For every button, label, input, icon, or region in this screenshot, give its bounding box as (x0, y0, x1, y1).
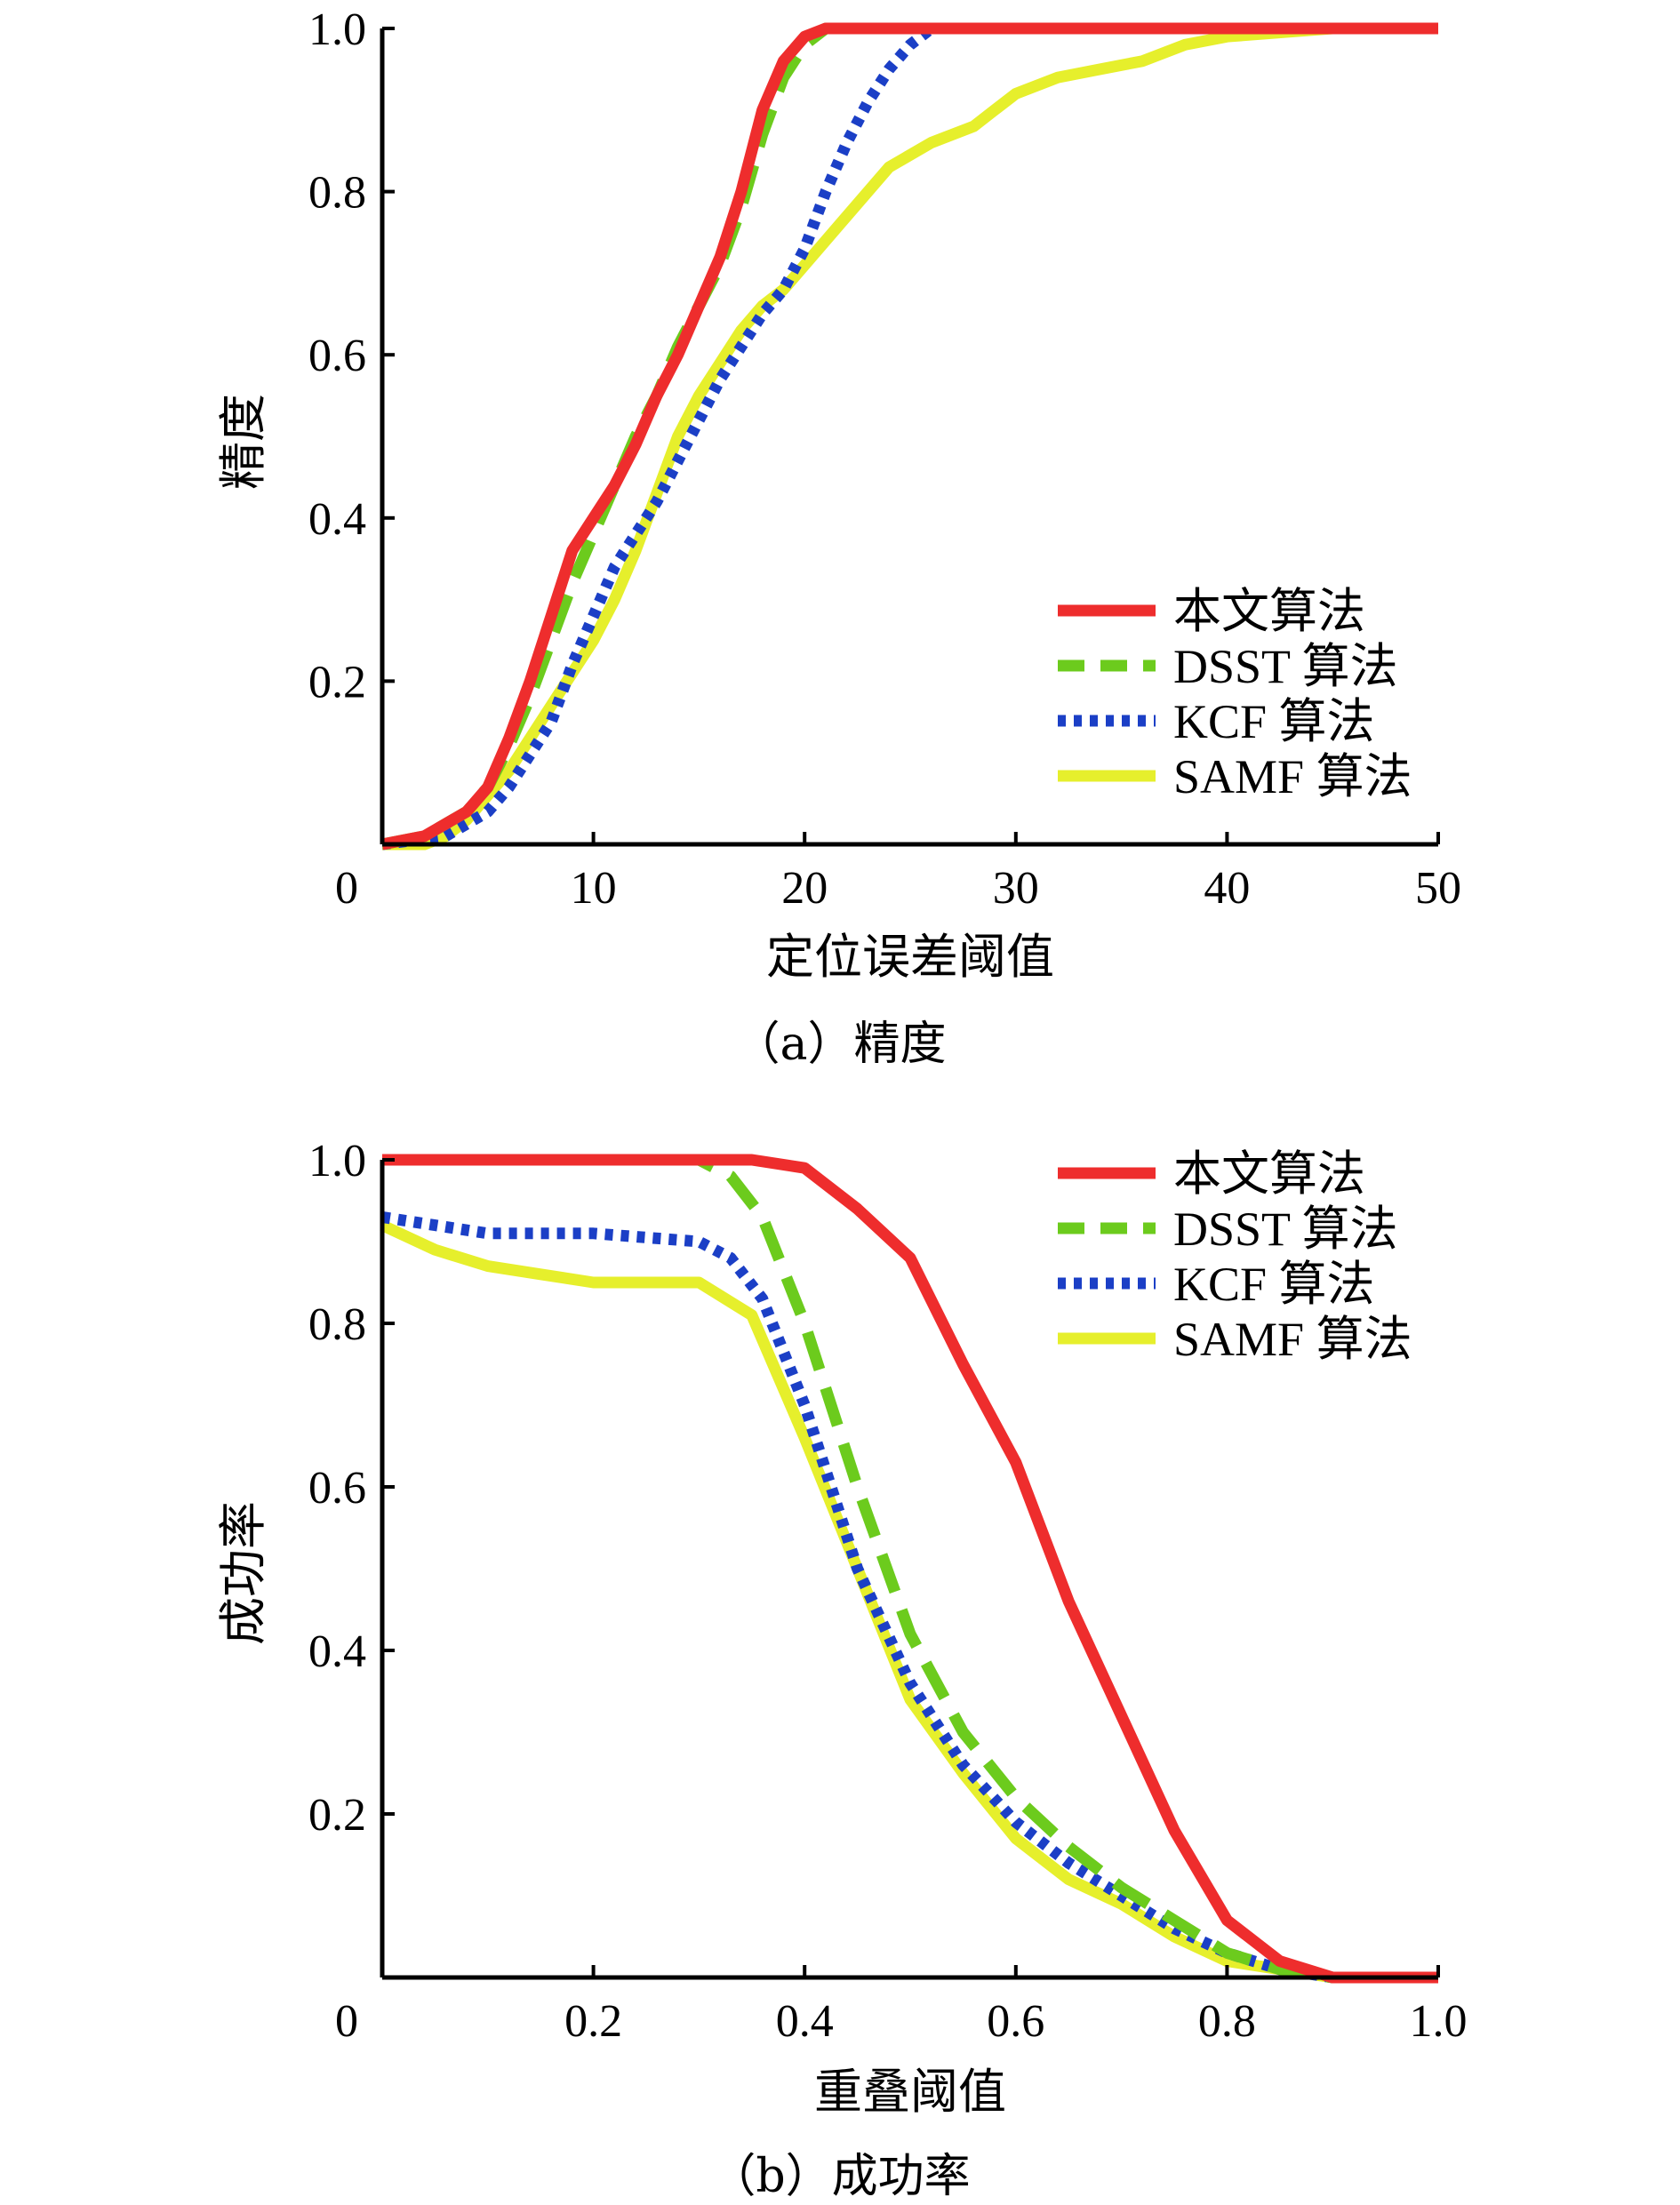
precision-legend-label-2: DSST 算法 (1173, 640, 1398, 693)
precision-series-line-4 (382, 22, 1438, 851)
precision-x-tick-label: 40 (1204, 863, 1250, 914)
precision-series-layer (380, 22, 1438, 851)
precision-x-tick-label: 30 (993, 863, 1039, 914)
precision-x-tick-label: 20 (781, 863, 828, 914)
success-x-tick-label: 0.6 (987, 1996, 1044, 2047)
success-x-tick-label: 0.2 (564, 1996, 622, 2047)
precision-caption: （a）精度 (733, 1018, 946, 1071)
success-x-axis-label: 重叠阈值 (814, 2064, 1006, 2120)
success-legend-label-2: DSST 算法 (1173, 1202, 1398, 1256)
success-rate-chart: 0 0.2 0.4 0.6 0.8 1.0 0.2 0.4 0.6 0.8 1.0 重叠阈值 成功率… (215, 1136, 1468, 2203)
success-series-line-3 (381, 1210, 1438, 1984)
precision-chart: 0 10 20 30 40 50 0.2 0.4 0.6 0.8 1.0 定位误差阈值 精度 （a）… (215, 4, 1461, 1071)
precision-legend-label-1: 本文算法 (1173, 585, 1365, 638)
precision-x-axis-label: 定位误差阈值 (766, 929, 1054, 985)
precision-y-tick-label: 1.0 (308, 4, 366, 55)
precision-y-tick-label: 0.4 (308, 494, 366, 545)
success-series-layer (380, 1154, 1438, 1984)
precision-x-tick-label: 50 (1415, 863, 1461, 914)
success-legend-label-1: 本文算法 (1173, 1147, 1365, 1201)
precision-series-line-1 (380, 22, 1438, 851)
success-series-line-4 (380, 1219, 1438, 1984)
precision-series-line-3 (381, 22, 1438, 851)
precision-ticks-layer: 0 10 20 30 40 50 0.2 0.4 0.6 0.8 1.0 (308, 4, 1461, 914)
success-ticks-layer: 0 0.2 0.4 0.6 0.8 1.0 0.2 0.4 0.6 0.8 1.0 (308, 1136, 1468, 2047)
success-x-tick-label: 0.8 (1198, 1996, 1256, 2047)
precision-y-tick-label: 0.6 (308, 331, 366, 381)
success-y-tick-label: 0.8 (308, 1299, 366, 1350)
precision-legend-label-3: KCF 算法 (1173, 695, 1375, 748)
success-series-line-1 (382, 1154, 1438, 1984)
precision-y-axis-label: 精度 (215, 394, 271, 490)
success-y-tick-label: 0.2 (308, 1790, 366, 1841)
precision-x-tick-label: 10 (571, 863, 617, 914)
success-y-tick-label: 0.6 (308, 1463, 366, 1514)
precision-y-tick-label: 0.8 (308, 168, 366, 219)
success-legend-label-4: SAMF 算法 (1173, 1313, 1412, 1366)
success-y-axis-label: 成功率 (215, 1501, 271, 1645)
success-x-tick-label: 1.0 (1410, 1996, 1468, 2047)
success-caption: （b）成功率 (709, 2150, 970, 2203)
success-y-tick-label: 1.0 (308, 1136, 366, 1186)
success-x-tick-label: 0.4 (776, 1996, 834, 2047)
success-y-tick-label: 0.4 (308, 1626, 366, 1677)
success-x-tick-label: 0 (335, 1996, 358, 2047)
precision-legend-label-4: SAMF 算法 (1173, 750, 1412, 803)
precision-x-tick-label: 0 (335, 863, 358, 914)
precision-y-tick-label: 0.2 (308, 657, 366, 707)
success-legend-label-3: KCF 算法 (1173, 1258, 1375, 1311)
